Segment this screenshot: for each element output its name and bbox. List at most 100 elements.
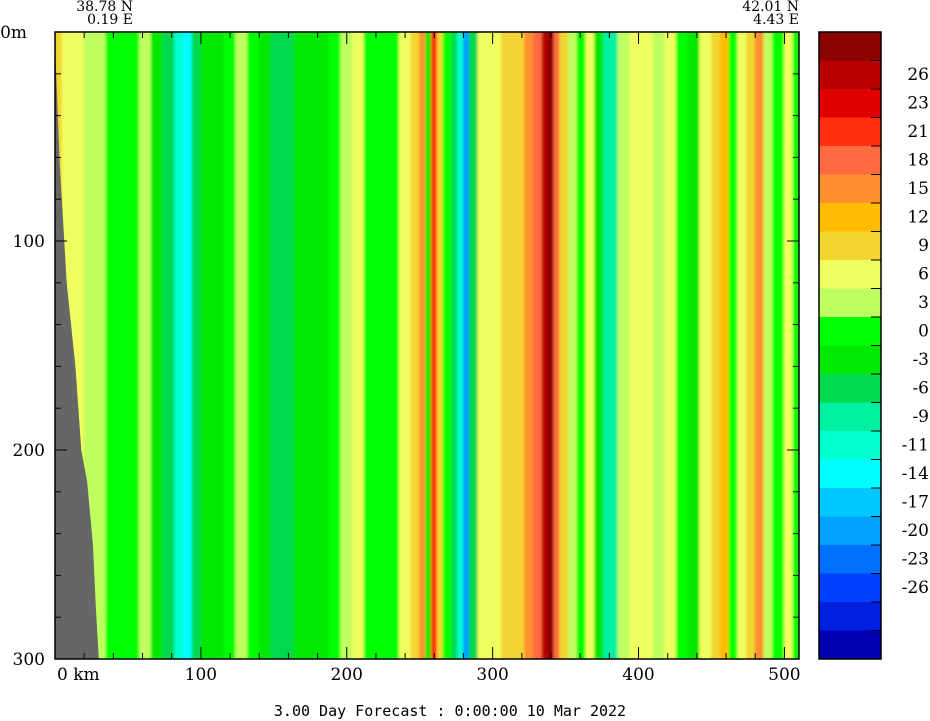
colorbar-swatch [819,260,881,289]
section-column [270,32,284,659]
end-lon-label: 4.43 E [753,12,799,28]
start-lat-label: 38.78 N [76,0,133,15]
colorbar-label: 26 [907,65,929,85]
colorbar-label: -11 [902,435,929,455]
colorbar-swatch [819,516,881,546]
section-column [375,32,389,659]
colorbar-label: -17 [902,492,929,512]
section-column [340,32,354,659]
section-column [182,32,193,659]
start-lon-label: 0.19 E [87,12,133,28]
colorbar-label: 3 [918,293,929,313]
section-column [719,32,730,659]
colorbar-swatch [819,630,881,660]
section-column [425,32,432,659]
colorbar-label: 21 [907,122,929,142]
section-column [462,32,470,659]
section-column [200,32,214,659]
section-column [594,32,605,659]
section-column [139,32,152,659]
section-column [541,32,549,659]
section-column [532,32,543,659]
section-column [174,32,184,659]
section-column [162,32,176,659]
colorbar-swatch [819,431,881,460]
section-column [477,32,491,659]
section-column [430,32,438,659]
section-column [640,32,654,659]
section-column [352,32,365,659]
section-column [699,32,712,659]
section-column [247,32,260,659]
section-column [442,32,453,659]
colorbar-swatch [819,459,881,489]
colorbar-label: 0 [918,321,929,341]
colorbar-swatch [819,402,881,432]
colorbar-label: 9 [918,236,929,256]
section-column [258,32,272,659]
y-tick-label: 200 [13,441,45,461]
x-tick-label: 200 [331,665,363,685]
axes: 0m 100 200 300 0 km 100 200 300 400 500 [0,23,801,685]
colorbar-label: -6 [912,378,929,398]
end-lat-label: 42.01 N [742,0,799,15]
x-tick-label: 0 km [57,665,100,685]
section-column [363,32,377,659]
plot-area [55,32,799,659]
section-column [223,32,237,659]
colorbar: 26 23 21 18 15 12 9 6 3 0 -3 -6 -9 -11 -14 -17 -20 -23 -26 [818,31,929,660]
section-column [212,32,225,659]
colorbar-swatch [819,231,881,261]
colorbar-swatch [819,146,881,175]
section-column [553,32,561,659]
colorbar-swatch [819,117,881,147]
section-column [568,32,578,659]
colorbar-swatch [819,32,881,61]
section-column [745,32,756,659]
colorbar-label: 12 [907,207,929,227]
section-column [652,32,666,659]
colorbar-label: -9 [912,407,929,427]
colorbar-swatch [819,345,881,375]
footer-caption: 3.00 Day Forecast : 0:00:00 10 Mar 2022 [274,702,626,720]
section-column [603,32,610,659]
section-column [629,32,642,659]
y-tick-label: 0m [0,23,27,43]
colorbar-label: 23 [907,93,929,113]
colorbar-swatch [819,488,881,517]
section-column [617,32,631,659]
colorbar-label: 18 [907,150,929,170]
section-column [792,32,799,659]
section-column [559,32,570,659]
colorbar-swatch [819,288,881,318]
x-tick-label: 100 [185,665,217,685]
section-column [710,32,721,659]
section-column [687,32,701,659]
colorbar-swatch [819,203,881,232]
section-column [468,32,479,659]
colorbar-swatch [819,602,881,631]
section-column [763,32,774,659]
section-column [451,32,459,659]
colorbar-swatch [819,573,881,603]
colorbar-label: -26 [902,578,929,598]
section-column [576,32,587,659]
section-column [772,32,785,659]
section-column [235,32,249,659]
section-column [547,32,555,659]
colorbar-label: -23 [902,549,929,569]
colorbar-label: 15 [907,179,929,199]
colorbar-label: -3 [912,350,929,370]
section-column [410,32,421,659]
section-column [328,32,342,659]
section-column [754,32,765,659]
colorbar-label: 6 [918,264,929,284]
x-tick-label: 300 [476,665,508,685]
section-column [585,32,596,659]
section-column [489,32,502,659]
colorbar-label: -14 [902,464,929,484]
section-column [317,32,330,659]
x-tick-label: 400 [622,665,654,685]
section-column [305,32,319,659]
